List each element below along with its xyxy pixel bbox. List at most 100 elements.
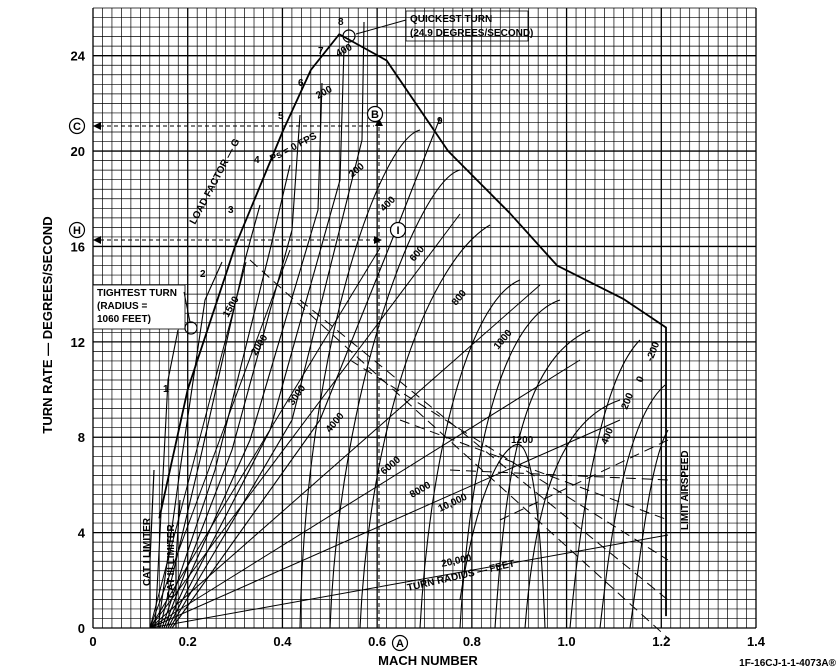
g-label-9: 9 [437,116,443,127]
cat3-limiter-line [175,499,181,628]
y-tick-label: 20 [71,144,85,159]
turn-radius-line [149,419,621,629]
radius-label-20000: 20,000 [440,553,473,570]
g-label-3: 3 [228,205,234,216]
radius-dashed-line [449,469,669,481]
g-label-8: 8 [338,17,344,28]
turn-radius-line [149,359,581,629]
radius-dashed-lines [249,259,671,641]
arrow-c [93,122,101,130]
envelope-line [158,33,667,617]
chart-curves [149,21,669,629]
load-factor-label: LOAD FACTOR — G [188,137,243,227]
x-tick-label: 1.4 [747,634,766,649]
turn-radius-line [149,213,461,629]
arrow-i [374,236,382,244]
x-tick-label: 1.0 [558,634,576,649]
load-factor-line [167,47,345,629]
ps-curve [629,429,669,629]
ps-label-200: 200 [347,161,367,180]
ps-label-400: 400 [378,194,398,214]
load-factor-line [169,21,365,629]
x-tick-label: 0.8 [463,634,481,649]
tightest-turn-value: 1060 FEET) [97,314,151,325]
svg-text:H: H [73,225,81,237]
x-axis-title: MACH NUMBER [378,653,478,668]
arrow-h [93,236,101,244]
ps-curve [329,169,461,629]
y-axis-title: TURN RATE — DEGREES/SECOND [40,216,55,433]
svg-text:A: A [396,638,404,650]
turn-radius-line [149,249,291,629]
g-label-7: 7 [318,46,324,57]
load-factor-line [154,329,179,629]
load-factor-line [165,82,323,629]
cat1-limiter-label: CAT I LIMITER [142,517,153,586]
ps-curve [299,129,421,629]
grid [92,7,757,629]
point-h: H [68,221,86,239]
ps-curve [524,399,621,629]
ps-label-200-top: 200 [314,84,334,102]
svg-text:C: C [73,121,81,133]
turn-radius-line [149,247,381,629]
ps-curve [359,224,491,629]
radius-label-1500: 1500 [221,294,242,319]
load-factor-line [171,117,441,629]
y-tick-label: 0 [78,621,85,636]
g-label-5: 5 [278,111,284,122]
x-tick-label: 0.2 [179,634,197,649]
g-label-6: 6 [298,78,304,89]
quickest-turn-value: (24.9 DEGREES/SECOND) [410,28,533,39]
quickest-turn-label: QUICKEST TURN [410,14,492,25]
radius-dashed-line [249,259,671,641]
radius-label-8000: 8000 [408,480,433,501]
tightest-turn-leader [183,291,191,323]
ps-label-1200: 1200 [511,435,534,446]
y-tick-label: 4 [78,526,86,541]
radius-dashed-line [299,299,669,601]
g-label-4: 4 [254,155,260,166]
point-a: A [391,634,409,652]
point-c: C [68,117,86,135]
radius-label-3000: 3000 [286,383,308,408]
x-tick-label: 0.4 [273,634,292,649]
ps-curve [459,443,546,629]
point-i: I [389,221,407,239]
tightest-turn-marker [184,321,198,335]
ps-label-200-right: 200 [620,391,637,411]
y-tick-label: 12 [71,335,85,350]
ps-label-1000: 1000 [492,327,515,351]
svg-text:B: B [371,109,379,121]
quickest-turn-box [405,10,529,42]
cat3-limiter-label: CAT III LIMITER [166,524,177,598]
ps-curve [494,329,591,629]
turn-radius-line [149,261,247,629]
quickest-turn-leader [355,19,407,35]
ps-curve [459,299,561,629]
point-b: B [366,105,384,123]
load-factor-line [159,204,261,629]
svg-text:I: I [396,225,399,237]
tightest-turn-box [92,284,186,330]
tightest-turn-label: TIGHTEST TURN [97,288,177,299]
ps-curve [569,339,641,629]
x-tick-label: 1.2 [652,634,670,649]
ps-label-0-right: 0 [635,374,647,384]
limit-airspeed-label: LIMIT AIRSPEED [680,450,691,530]
cat1-limiter-line [149,469,155,628]
ps-label-400-top: 400 [334,42,354,60]
load-factor-line [157,261,223,629]
tightest-turn-radius: (RADIUS = [97,301,147,312]
quickest-turn-marker [342,29,356,43]
g-label-2: 2 [200,269,206,280]
load-factor-line [161,164,291,629]
y-tick-label: 24 [71,49,86,64]
ps-curve [419,279,521,629]
turn-radius-line [149,534,669,629]
turn-radius-line [149,284,541,629]
figure-id: 1F-16CJ-1-1-4073A® [739,658,836,669]
x-tick-label: 0 [89,634,96,649]
